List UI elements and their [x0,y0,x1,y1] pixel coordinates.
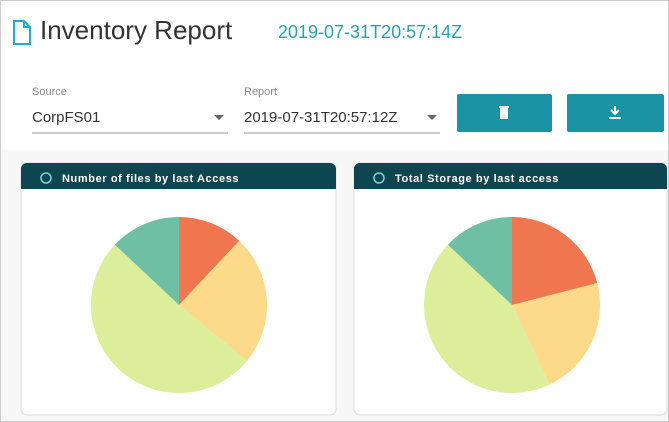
trash-icon [499,106,509,119]
card-title: Number of files by last Access [62,173,239,185]
card-title: Total Storage by last access [395,173,559,185]
dropdown-arrow [427,115,437,120]
header-area [0,0,669,150]
pie-slice [512,283,600,385]
card-header [21,163,336,189]
timestamp: 2019-07-31T20:57:14Z [278,22,462,42]
report-label: Report [244,86,277,98]
card-header [354,163,667,189]
pie-slice [447,217,512,305]
pie-slice [114,217,179,305]
dropdown-arrow [214,115,224,120]
clock-icon [373,172,385,184]
clock-icon [40,172,52,184]
pie-slice [512,217,598,305]
pie-slice [179,217,240,305]
doc-icon [13,20,31,45]
download-icon [609,106,621,119]
pie-slice [424,244,550,394]
source-label: Source [32,86,67,98]
pie-slice [91,244,247,393]
report-value[interactable]: 2019-07-31T20:57:12Z [244,109,397,126]
source-value[interactable]: CorpFS01 [32,109,100,126]
title: Inventory Report [40,15,233,45]
pie-slice [179,240,268,362]
